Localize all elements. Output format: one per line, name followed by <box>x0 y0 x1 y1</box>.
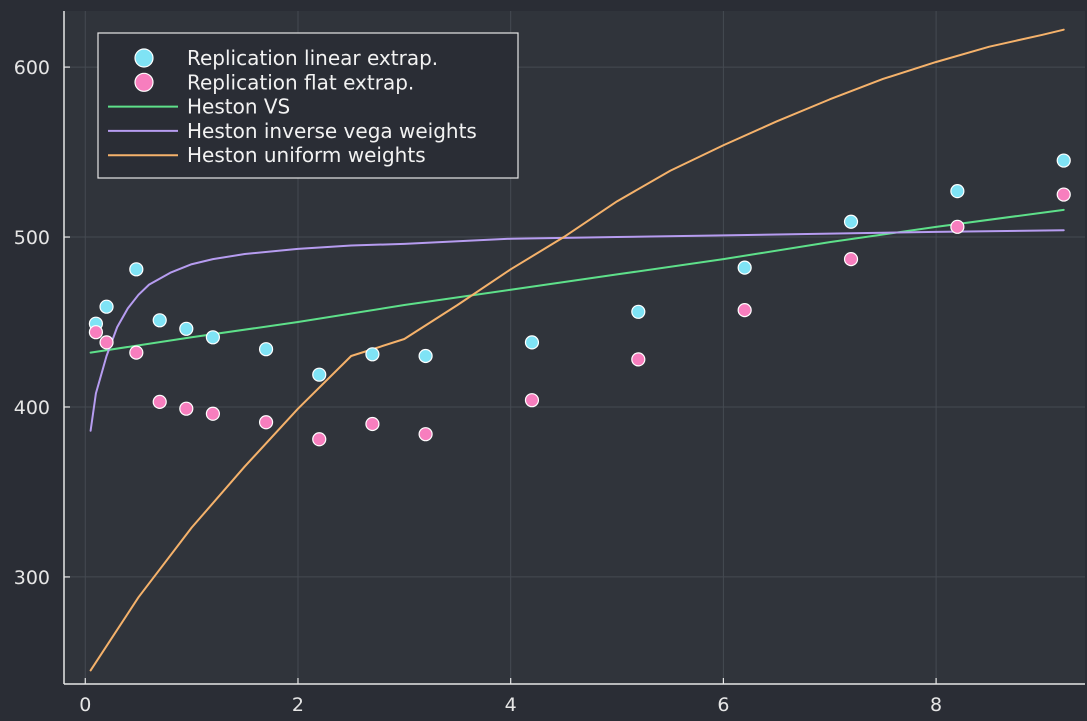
scatter-point <box>1056 187 1071 202</box>
scatter-point <box>258 415 274 430</box>
scatter-point <box>258 342 274 357</box>
series-line-4 <box>89 28 1065 672</box>
legend-label: Heston uniform weights <box>187 143 426 167</box>
x-tick-label: 4 <box>505 694 517 716</box>
y-tick-label: 500 <box>14 227 50 249</box>
scatter-point <box>205 406 220 421</box>
series-line-3 <box>89 229 1065 432</box>
scatter-point <box>418 427 433 442</box>
scatter-point <box>631 352 646 367</box>
x-tick-label: 2 <box>292 694 304 716</box>
series-layer <box>88 28 1071 672</box>
scatter-point <box>737 303 752 318</box>
scatter-point <box>950 219 965 234</box>
x-tick-label: 0 <box>79 694 91 716</box>
scatter-point <box>418 348 433 364</box>
scatter-point <box>152 313 167 328</box>
scatter-point <box>843 252 859 267</box>
x-tick-label: 8 <box>930 694 942 716</box>
scatter-point <box>179 401 194 416</box>
scatter-point <box>205 330 220 345</box>
scatter-point <box>365 416 380 432</box>
legend-label: Heston inverse vega weights <box>187 119 477 143</box>
y-tick-label: 600 <box>14 57 50 79</box>
legend-marker <box>134 48 154 68</box>
scatter-point <box>1056 153 1071 168</box>
legend-label: Replication linear extrap. <box>187 46 438 70</box>
series-line-2 <box>89 208 1065 354</box>
scatter-point <box>179 321 194 336</box>
legend-marker <box>134 72 154 92</box>
scatter-point <box>99 335 114 350</box>
x-tick-label: 6 <box>717 694 729 716</box>
scatter-point <box>737 260 752 275</box>
y-tick-label: 400 <box>14 397 50 419</box>
scatter-point <box>524 393 540 408</box>
y-tick-label: 300 <box>14 567 50 589</box>
scatter-point <box>843 214 859 229</box>
axes: 0 2 4 6 8 300 400 500 600 <box>14 11 1085 716</box>
legend-label: Heston VS <box>187 95 290 119</box>
scatter-point <box>365 347 380 362</box>
scatter-point <box>152 394 167 409</box>
scatter-point <box>99 299 114 314</box>
scatter-point <box>950 184 965 199</box>
legend-box <box>97 32 519 179</box>
scatter-point <box>129 345 144 360</box>
scatter-point <box>312 367 327 382</box>
legend: Replication linear extrap.Replication fl… <box>97 32 519 179</box>
scatter-point <box>312 432 327 447</box>
legend-label: Replication flat extrap. <box>187 70 414 94</box>
scatter-point <box>129 262 144 277</box>
scatter-point <box>88 325 104 340</box>
scatter-point <box>631 304 646 319</box>
scatter-point <box>524 335 540 350</box>
